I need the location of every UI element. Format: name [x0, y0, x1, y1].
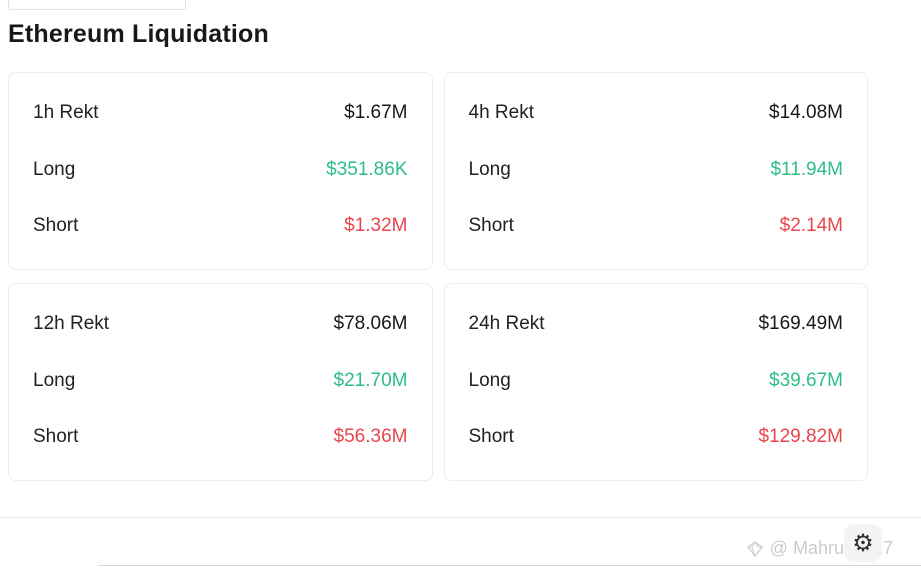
- bottom-edge-line: [98, 565, 921, 566]
- short-value: $1.32M: [344, 215, 408, 237]
- long-label: Long: [468, 369, 511, 391]
- rekt-total-value: $14.08M: [769, 102, 843, 123]
- short-row: Short $129.82M: [468, 426, 844, 448]
- rekt-row: 12h Rekt $78.06M: [33, 313, 408, 335]
- long-row: Long $39.67M: [468, 369, 844, 392]
- liquidation-card-12h: 12h Rekt $78.06M Long $21.70M Short $56.…: [8, 283, 433, 481]
- short-label: Short: [468, 215, 514, 237]
- long-value: $39.67M: [769, 369, 843, 391]
- long-value: $21.70M: [333, 369, 408, 391]
- period-label: 12h Rekt: [33, 313, 110, 334]
- rekt-row: 4h Rekt $14.08M: [468, 102, 844, 124]
- long-value: $351.86K: [326, 158, 408, 180]
- liquidation-card-24h: 24h Rekt $169.49M Long $39.67M Short $12…: [443, 283, 868, 481]
- liquidation-card-1h: 1h Rekt $1.67M Long $351.86K Short $1.32…: [8, 72, 433, 270]
- short-label: Short: [33, 215, 79, 237]
- long-label: Long: [33, 158, 76, 180]
- gear-icon: ⚙︎: [852, 529, 874, 557]
- long-row: Long $11.94M: [468, 158, 844, 181]
- footer-divider: [0, 517, 921, 518]
- liquidation-card-4h: 4h Rekt $14.08M Long $11.94M Short $2.14…: [443, 72, 868, 270]
- long-row: Long $351.86K: [33, 158, 408, 181]
- short-label: Short: [33, 426, 79, 448]
- page-title: Ethereum Liquidation: [8, 20, 269, 48]
- long-label: Long: [33, 369, 76, 391]
- period-label: 1h Rekt: [33, 102, 99, 123]
- rekt-total-value: $1.67M: [344, 102, 408, 123]
- short-value: $129.82M: [758, 426, 843, 448]
- top-partial-element: [8, 0, 186, 10]
- rekt-row: 1h Rekt $1.67M: [33, 102, 408, 124]
- short-row: Short $1.32M: [33, 215, 408, 237]
- rekt-total-value: $78.06M: [333, 313, 408, 334]
- short-value: $56.36M: [333, 426, 408, 448]
- period-label: 24h Rekt: [468, 313, 545, 334]
- liquidation-grid: 1h Rekt $1.67M Long $351.86K Short $1.32…: [8, 72, 868, 481]
- period-label: 4h Rekt: [468, 102, 534, 123]
- rekt-total-value: $169.49M: [758, 313, 843, 334]
- settings-gear-button[interactable]: ⚙︎: [844, 524, 882, 562]
- rekt-row: 24h Rekt $169.49M: [468, 313, 844, 335]
- long-row: Long $21.70M: [33, 369, 408, 392]
- long-label: Long: [468, 158, 511, 180]
- diamond-icon: [746, 540, 763, 557]
- short-row: Short $56.36M: [33, 426, 408, 448]
- short-row: Short $2.14M: [468, 215, 844, 237]
- short-label: Short: [468, 426, 514, 448]
- long-value: $11.94M: [770, 158, 843, 180]
- short-value: $2.14M: [779, 215, 843, 237]
